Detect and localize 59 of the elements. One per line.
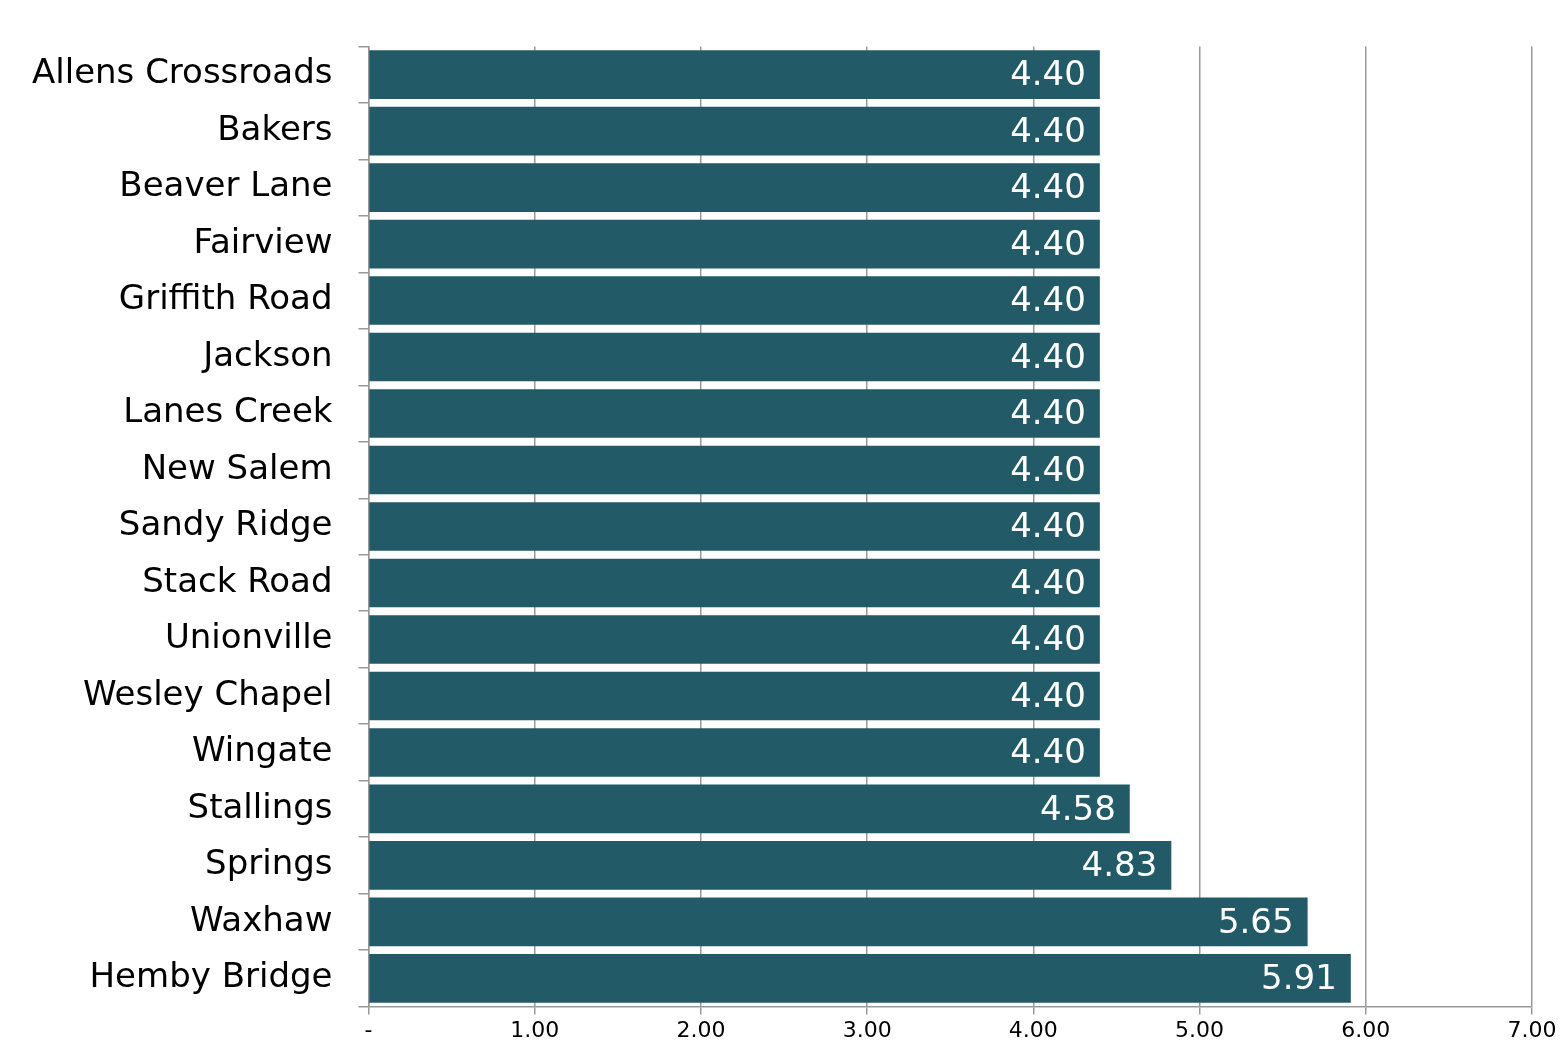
y-tick-label: Stallings — [187, 785, 333, 826]
bar — [369, 389, 1100, 438]
data-label: 5.65 — [1217, 900, 1294, 941]
bar — [369, 615, 1100, 664]
y-tick-label: Allens Crossroads — [31, 51, 333, 92]
y-tick-label: Unionville — [164, 616, 333, 657]
x-tick-label: 7.00 — [1507, 1016, 1557, 1042]
y-tick-label: Beaver Lane — [119, 164, 333, 205]
y-tick-label: Lanes Creek — [123, 390, 333, 431]
y-tick-label: Jackson — [201, 333, 333, 374]
bar — [369, 728, 1100, 777]
bar — [369, 671, 1100, 721]
bar — [369, 50, 1100, 99]
x-tick-label: 4.00 — [1008, 1016, 1058, 1042]
y-tick-label: Hemby Bridge — [89, 955, 333, 996]
y-tick-label: New Salem — [141, 446, 333, 487]
bar — [369, 841, 1172, 890]
data-label: 4.40 — [1010, 166, 1086, 207]
bar — [369, 276, 1100, 325]
bar — [369, 897, 1308, 947]
bar — [369, 219, 1100, 269]
x-tick-label: 5.00 — [1175, 1016, 1225, 1042]
bar — [369, 784, 1130, 834]
y-tick-label: Bakers — [217, 107, 333, 148]
y-tick-label: Stack Road — [142, 559, 333, 600]
x-tick-label: 6.00 — [1341, 1016, 1391, 1042]
x-tick-label: 2.00 — [676, 1016, 726, 1042]
y-tick-label: Sandy Ridge — [118, 503, 333, 544]
y-tick-label: Springs — [205, 842, 333, 883]
data-label: 4.40 — [1010, 448, 1086, 489]
bar — [369, 502, 1100, 551]
data-label: 4.40 — [1010, 53, 1086, 94]
bar — [369, 954, 1351, 1003]
x-tick-label: 1.00 — [510, 1016, 560, 1042]
bar — [369, 163, 1100, 212]
data-label: 4.40 — [1010, 335, 1086, 376]
data-label: 5.91 — [1261, 957, 1337, 998]
bar — [369, 106, 1100, 156]
x-tick-label: - — [364, 1016, 373, 1042]
data-label: 4.83 — [1081, 844, 1158, 885]
x-tick-label: 3.00 — [842, 1016, 892, 1042]
data-label: 4.40 — [1010, 618, 1086, 659]
data-label: 4.40 — [1010, 222, 1086, 263]
y-tick-label: Fairview — [193, 220, 333, 261]
data-label: 4.40 — [1010, 392, 1086, 433]
data-label: 4.40 — [1010, 731, 1086, 772]
y-tick-label: Waxhaw — [189, 898, 333, 939]
data-label: 4.58 — [1040, 787, 1116, 828]
data-label: 4.40 — [1010, 109, 1086, 150]
y-tick-label: Wesley Chapel — [82, 672, 333, 713]
bar — [369, 445, 1100, 495]
data-label: 4.40 — [1010, 674, 1086, 715]
data-label: 4.40 — [1010, 279, 1086, 320]
data-label: 4.40 — [1010, 561, 1086, 602]
bar — [369, 558, 1100, 608]
y-tick-label: Wingate — [191, 729, 333, 770]
data-label: 4.40 — [1010, 505, 1086, 546]
y-tick-label: Griffith Road — [118, 277, 333, 318]
bar — [369, 332, 1100, 382]
